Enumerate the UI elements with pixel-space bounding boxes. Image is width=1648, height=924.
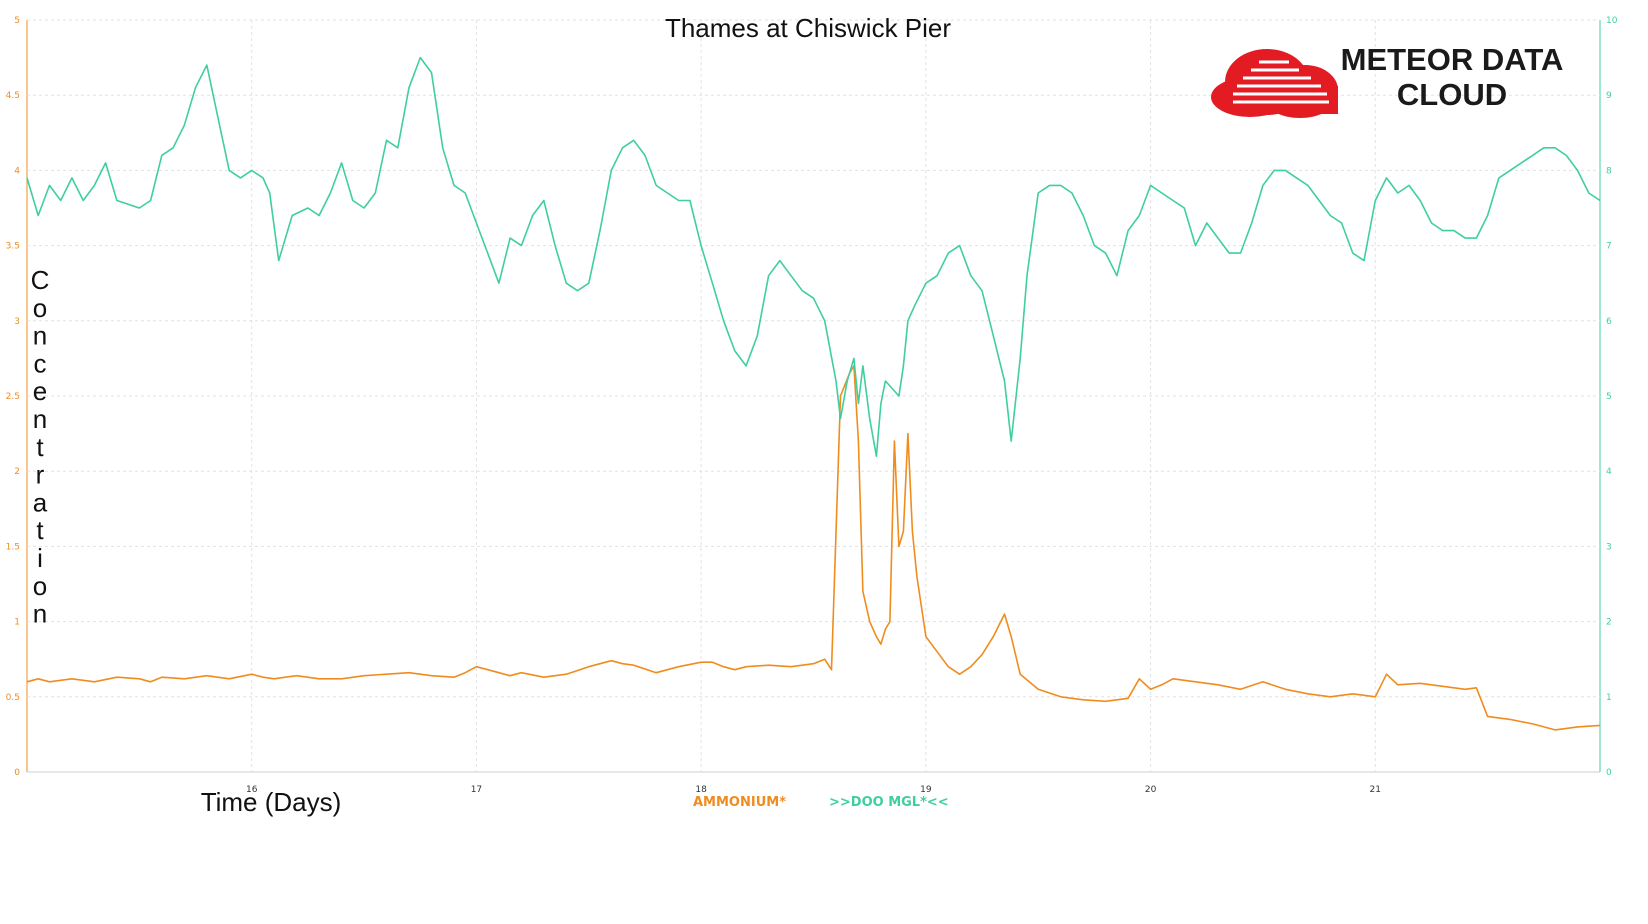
y-right-tick-label: 7 — [1606, 242, 1612, 252]
y-axis-label-char: a — [33, 487, 48, 517]
y-right-tick-label: 3 — [1606, 542, 1612, 552]
logo-text-line1: METEOR DATA — [1341, 42, 1564, 77]
y-axis-label-char: c — [34, 348, 47, 378]
y-left-tick-label: 0.5 — [6, 693, 20, 703]
y-axis-label-char: o — [33, 293, 47, 323]
y-axis-label-char: r — [36, 460, 45, 490]
x-tick-label: 16 — [246, 785, 258, 795]
x-tick-label: 19 — [920, 785, 932, 795]
y-left-tick-label: 2.5 — [6, 392, 20, 402]
x-axis-label: Time (Days) — [201, 787, 342, 817]
legend-entry-doo[interactable]: >>DOO MGL*<< — [829, 795, 949, 810]
y-right-tick-label: 2 — [1606, 618, 1612, 628]
y-right-tick-label: 4 — [1606, 467, 1612, 477]
x-tick-label: 18 — [695, 785, 707, 795]
x-tick-label: 17 — [471, 785, 482, 795]
meteor-data-cloud-logo: METEOR DATA CLOUD — [1211, 42, 1563, 118]
y-axis-label-char: t — [36, 432, 44, 462]
y-axis-label-char: t — [36, 515, 44, 545]
y-axis-label-char: n — [33, 404, 47, 434]
y-right-tick-label: 0 — [1606, 768, 1612, 778]
y-right-tick-label: 5 — [1606, 392, 1612, 402]
logo-text-line2: CLOUD — [1397, 77, 1507, 112]
x-tick-label: 20 — [1145, 785, 1157, 795]
legend-entry-ammonium[interactable]: AMMONIUM* — [693, 795, 786, 810]
cloud-icon — [1211, 49, 1338, 118]
axis-ticks: 0 0.5 1 1.5 2 2.5 3 3.5 4 4.5 5 0 1 2 3 4 5 6 7 8 9 10 16 17 18 1… — [6, 16, 1618, 795]
y-axis-label-char: e — [33, 376, 47, 406]
y-left-tick-label: 3.5 — [6, 242, 20, 252]
y-axis-label-char: n — [33, 321, 47, 351]
y-left-tick-label: 3 — [14, 317, 20, 327]
y-left-tick-label: 1.5 — [6, 542, 20, 552]
series-line-doo — [26, 56, 1601, 458]
y-left-tick-label: 4.5 — [6, 91, 20, 101]
y-left-tick-label: 4 — [14, 166, 20, 176]
y-right-tick-label: 6 — [1606, 317, 1612, 327]
y-right-tick-label: 8 — [1606, 166, 1612, 176]
y-axis-label-char: i — [37, 543, 43, 573]
y-left-tick-label: 0 — [14, 768, 20, 778]
y-right-tick-label: 10 — [1606, 16, 1618, 26]
y-axis-label-char: n — [33, 599, 47, 629]
chart-title: Thames at Chiswick Pier — [665, 13, 951, 43]
y-left-tick-label: 5 — [14, 16, 20, 26]
series-lines — [26, 56, 1601, 731]
x-tick-label: 21 — [1370, 785, 1381, 795]
y-axis-label-char: o — [33, 571, 47, 601]
y-left-tick-label: 1 — [14, 618, 20, 628]
y-right-tick-label: 1 — [1606, 693, 1612, 703]
grid — [27, 19, 1600, 772]
legend: AMMONIUM* >>DOO MGL*<< — [693, 795, 949, 810]
y-axis-label-char: C — [31, 265, 50, 295]
y-left-tick-label: 2 — [14, 467, 20, 477]
y-right-tick-label: 9 — [1606, 91, 1612, 101]
series-line-ammonium — [26, 365, 1601, 731]
